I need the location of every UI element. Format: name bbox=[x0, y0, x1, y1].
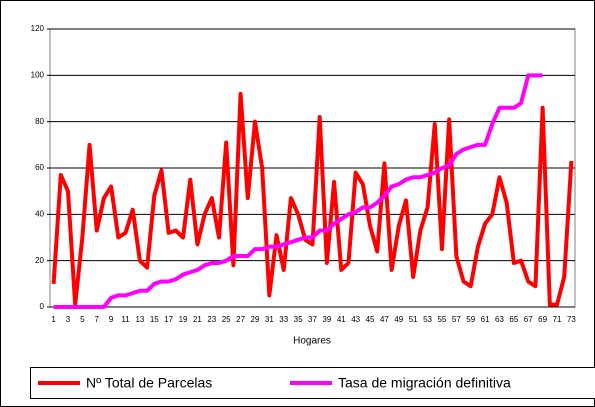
x-tick-label: 51 bbox=[409, 315, 418, 324]
series-line bbox=[51, 91, 574, 307]
legend-label: Tasa de migración definitiva bbox=[338, 375, 511, 391]
x-tick-label: 9 bbox=[109, 315, 114, 324]
x-tick-label: 29 bbox=[251, 315, 260, 324]
x-tick-label: 63 bbox=[495, 315, 504, 324]
x-tick-label: 15 bbox=[150, 315, 159, 324]
x-tick-label: 23 bbox=[207, 315, 216, 324]
y-tick-label: 0 bbox=[40, 302, 45, 311]
x-tick-label: 21 bbox=[193, 315, 202, 324]
x-tick-label: 67 bbox=[524, 315, 533, 324]
x-tick-label: 17 bbox=[164, 315, 173, 324]
x-tick-label: 55 bbox=[437, 315, 446, 324]
x-axis-title: Hogares bbox=[293, 336, 331, 347]
x-tick-label: 7 bbox=[95, 315, 100, 324]
x-tick-label: 57 bbox=[452, 315, 461, 324]
x-tick-label: 33 bbox=[279, 315, 288, 324]
x-tick-label: 69 bbox=[538, 315, 547, 324]
y-tick-label: 40 bbox=[35, 209, 44, 218]
x-tick-label: 13 bbox=[135, 315, 144, 324]
x-tick-label: 27 bbox=[236, 315, 245, 324]
x-tick-label: 47 bbox=[380, 315, 389, 324]
x-tick-label: 37 bbox=[308, 315, 317, 324]
x-tick-label: 65 bbox=[509, 315, 518, 324]
x-tick-label: 53 bbox=[423, 315, 432, 324]
x-tick-label: 3 bbox=[66, 315, 71, 324]
x-tick-label: 11 bbox=[121, 315, 130, 324]
x-tick-label: 25 bbox=[222, 315, 231, 324]
x-tick-label: 1 bbox=[51, 315, 56, 324]
series-line bbox=[53, 73, 543, 309]
x-tick-label: 45 bbox=[366, 315, 375, 324]
y-tick-label: 100 bbox=[31, 70, 45, 79]
x-tick-label: 41 bbox=[337, 315, 346, 324]
x-tick-label: 31 bbox=[265, 315, 274, 324]
y-tick-label: 80 bbox=[35, 117, 44, 126]
x-tick-label: 19 bbox=[179, 315, 188, 324]
x-tick-label: 39 bbox=[322, 315, 331, 324]
x-tick-label: 35 bbox=[294, 315, 303, 324]
y-tick-label: 60 bbox=[35, 163, 44, 172]
x-tick-label: 5 bbox=[80, 315, 85, 324]
x-tick-label: 49 bbox=[394, 315, 403, 324]
x-tick-label: 61 bbox=[481, 315, 490, 324]
y-tick-label: 120 bbox=[31, 24, 45, 33]
legend-label: Nº Total de Parcelas bbox=[86, 375, 212, 391]
x-tick-label: 43 bbox=[351, 315, 360, 324]
x-tick-label: 73 bbox=[567, 315, 576, 324]
x-tick-label: 71 bbox=[553, 315, 562, 324]
y-tick-label: 20 bbox=[35, 256, 44, 265]
x-tick-label: 59 bbox=[466, 315, 475, 324]
